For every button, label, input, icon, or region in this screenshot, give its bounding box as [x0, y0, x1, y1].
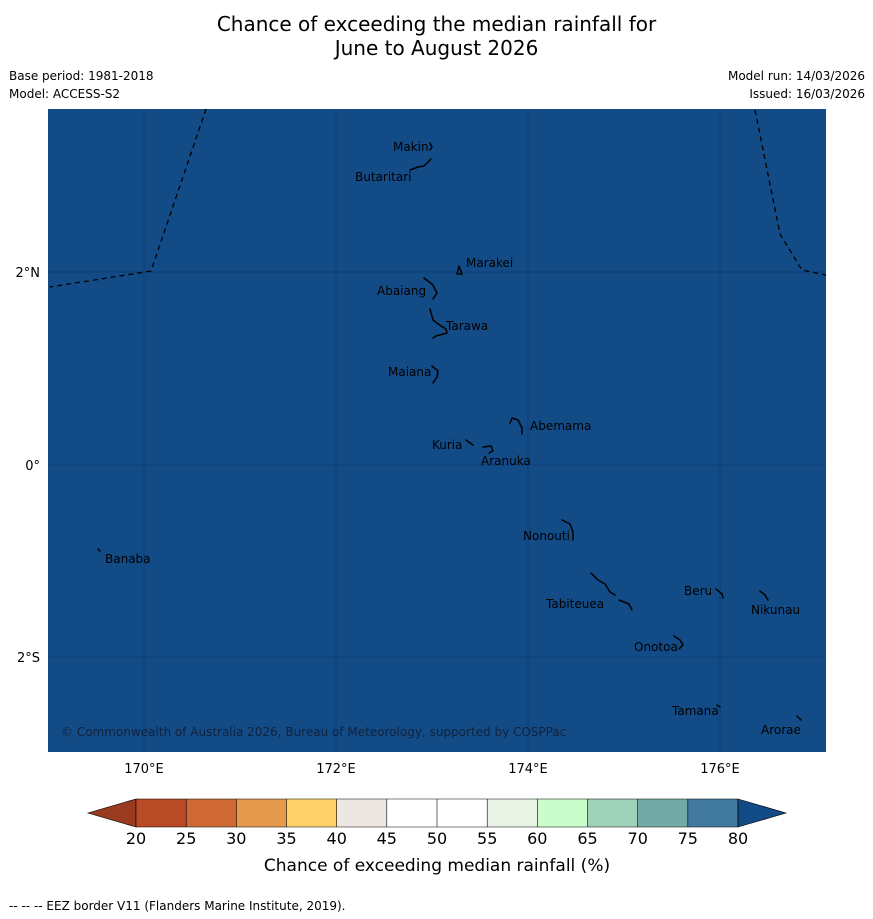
copyright-notice: © Commonwealth of Australia 2026, Bureau…	[61, 725, 566, 739]
onotoa-outline	[673, 635, 684, 650]
island-label-nikunau: Nikunau	[751, 603, 800, 617]
island-label-makin: Makin	[393, 140, 429, 154]
marakei-outline	[456, 265, 463, 275]
colorbar-tick-20: 20	[126, 829, 146, 848]
island-label-onotoa: Onotoa	[634, 640, 678, 654]
colorbar-tick-75: 75	[678, 829, 698, 848]
colorbar-bin-45-50	[386, 799, 437, 827]
island-outlines	[97, 142, 802, 721]
eez-border-east	[754, 109, 827, 276]
island-label-nonouti: Nonouti	[523, 529, 570, 543]
tabiteuea-south-outline	[618, 599, 633, 611]
colorbar-ticks: 20 25 30 35 40 45 50 55 60 65 70 75 80	[126, 829, 748, 848]
map-title: Chance of exceeding the median rainfall …	[0, 12, 873, 60]
island-label-tarawa: Tarawa	[445, 319, 488, 333]
nonouti-outline	[561, 519, 574, 541]
lat-tick-2s: 2°S	[17, 651, 40, 666]
colorbar-bin-20-25	[136, 799, 187, 827]
island-label-maiana: Maiana	[388, 365, 431, 379]
island-label-abemama: Abemama	[530, 419, 591, 433]
title-line-1: Chance of exceeding the median rainfall …	[216, 12, 657, 36]
butaritari-outline	[409, 158, 432, 171]
colorbar-bin-35-40	[286, 799, 337, 827]
meta-right: Model run: 14/03/2026 Issued: 16/03/2026	[728, 67, 865, 103]
colorbar-tick-25: 25	[176, 829, 196, 848]
model-run: Model run: 14/03/2026	[727, 69, 865, 83]
colorbar-tick-60: 60	[527, 829, 547, 848]
island-label-abaiang: Abaiang	[377, 284, 426, 298]
eez-border-west	[49, 108, 207, 288]
abaiang-outline	[423, 277, 438, 300]
title-line-2: June to August 2026	[334, 36, 539, 60]
abemama-outline	[509, 417, 523, 435]
island-label-beru: Beru	[684, 584, 712, 598]
island-labels: Makin Butaritari Marakei Abaiang Tarawa …	[105, 140, 801, 737]
colorbar-bin-70-75	[637, 799, 688, 827]
issued-date: Issued: 16/03/2026	[749, 87, 865, 101]
eez-border	[49, 108, 827, 288]
lon-tick-170: 170°E	[124, 762, 164, 777]
eez-footnote: -- -- -- EEZ border V11 (Flanders Marine…	[9, 899, 346, 913]
base-period: Base period: 1981-2018	[9, 69, 154, 83]
colorbar-bin-30-35	[236, 799, 287, 827]
tarawa-outline	[429, 308, 448, 339]
kuria-outline	[465, 439, 474, 446]
colorbar-tick-55: 55	[477, 829, 497, 848]
makin-outline	[429, 142, 433, 151]
arorae-outline	[796, 715, 802, 721]
island-label-tabiteuea: Tabiteuea	[545, 597, 604, 611]
island-label-marakei: Marakei	[466, 256, 513, 270]
map-area[interactable]	[48, 109, 826, 752]
colorbar-bin-40-45	[336, 799, 387, 827]
meta-left: Base period: 1981-2018 Model: ACCESS-S2	[9, 67, 154, 103]
tamana-outline	[716, 704, 721, 708]
colorbar-tick-65: 65	[577, 829, 597, 848]
model-name: Model: ACCESS-S2	[9, 87, 121, 101]
lat-tick-labels: 2°N 0° 2°S	[16, 266, 41, 666]
island-label-tamana: Tamana	[671, 704, 719, 718]
island-label-kuria: Kuria	[432, 438, 463, 452]
island-label-aranuka: Aranuka	[481, 454, 531, 468]
colorbar-extend-high	[737, 798, 788, 828]
lon-tick-labels: 170°E 172°E 174°E 176°E	[124, 762, 740, 777]
colorbar-title: Chance of exceeding median rainfall (%)	[264, 856, 610, 876]
colorbar-bin-60-65	[537, 799, 588, 827]
lon-tick-174: 174°E	[508, 762, 548, 777]
island-label-banaba: Banaba	[105, 552, 151, 566]
lon-tick-172: 172°E	[316, 762, 356, 777]
banaba-outline	[97, 548, 101, 552]
colorbar: 20 25 30 35 40 45 50 55 60 65 70 75 80 C…	[86, 798, 788, 876]
colorbar-tick-40: 40	[327, 829, 347, 848]
colorbar-tick-30: 30	[226, 829, 246, 848]
nikunau-outline	[759, 590, 769, 601]
maiana-outline	[431, 365, 439, 384]
colorbar-bin-50-55	[437, 799, 488, 827]
island-label-arorae: Arorae	[761, 723, 801, 737]
colorbar-tick-45: 45	[377, 829, 397, 848]
colorbar-tick-50: 50	[427, 829, 447, 848]
colorbar-bin-65-70	[587, 799, 638, 827]
island-label-butaritari: Butaritari	[355, 170, 412, 184]
colorbar-tick-80: 80	[728, 829, 748, 848]
lat-tick-2n: 2°N	[16, 266, 41, 281]
aranuka-outline	[482, 445, 494, 454]
lat-tick-0: 0°	[25, 459, 40, 474]
colorbar-bin-55-60	[487, 799, 538, 827]
beru-outline	[715, 588, 724, 599]
colorbar-tick-70: 70	[628, 829, 648, 848]
colorbar-bin-75-80	[687, 799, 738, 827]
colorbar-dividers	[135, 798, 739, 828]
colorbar-bin-25-30	[186, 799, 237, 827]
graticule	[48, 109, 826, 752]
colorbar-tick-35: 35	[276, 829, 296, 848]
tabiteuea-north-outline	[590, 572, 616, 596]
colorbar-extend-low	[86, 798, 137, 828]
lon-tick-176: 176°E	[700, 762, 740, 777]
